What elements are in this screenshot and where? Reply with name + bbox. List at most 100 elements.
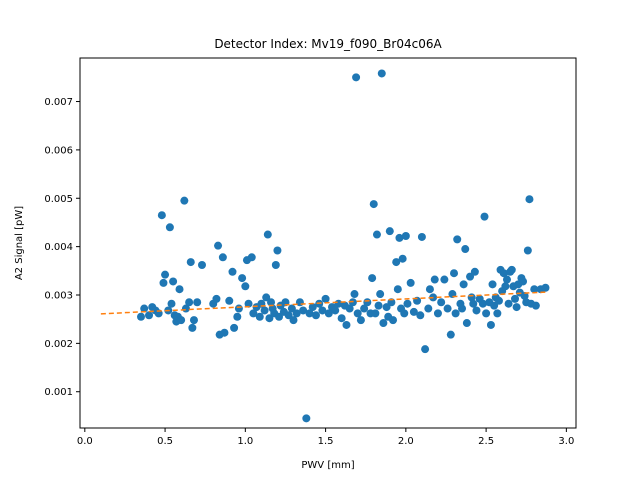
data-point — [175, 285, 184, 294]
data-point — [398, 254, 407, 263]
data-point — [228, 267, 237, 276]
data-point — [193, 298, 202, 307]
data-point — [137, 312, 145, 321]
data-point — [400, 309, 409, 318]
data-point — [244, 299, 253, 308]
data-point — [180, 196, 189, 205]
data-point — [376, 290, 385, 299]
data-point — [177, 316, 186, 325]
data-point — [275, 312, 284, 321]
data-point — [504, 299, 513, 308]
data-point — [356, 316, 365, 325]
data-point — [369, 200, 378, 209]
data-point — [255, 312, 264, 321]
data-point — [230, 323, 239, 332]
data-point — [389, 316, 398, 325]
data-point — [425, 285, 434, 294]
data-point — [342, 320, 351, 329]
data-point — [249, 309, 258, 318]
data-point — [218, 253, 227, 262]
data-point — [406, 278, 415, 287]
x-tick-label: 1.0 — [237, 436, 253, 447]
data-point — [530, 285, 539, 294]
data-point — [437, 298, 446, 307]
data-point — [501, 282, 510, 291]
data-point — [493, 309, 502, 318]
data-point — [462, 319, 471, 328]
x-axis-label: PWV [mm] — [301, 460, 354, 471]
chart-title: Detector Index: Mv19_f090_Br04c06A — [214, 37, 442, 51]
data-point — [409, 307, 418, 316]
data-point — [372, 230, 381, 239]
data-point — [197, 261, 206, 270]
data-point — [385, 227, 394, 236]
data-point — [260, 306, 269, 315]
data-point — [233, 312, 242, 321]
y-tick-label: 0.002 — [44, 339, 73, 350]
data-point — [486, 320, 495, 329]
x-axis: 0.0 0.5 1.0 1.5 2.0 2.5 3.0 — [77, 428, 574, 447]
y-tick-label: 0.004 — [44, 242, 73, 253]
data-point — [494, 296, 503, 305]
data-point — [189, 316, 198, 325]
data-point — [531, 301, 540, 310]
data-point — [480, 212, 489, 221]
data-point — [450, 269, 459, 278]
data-point — [443, 304, 452, 313]
data-point — [241, 282, 250, 291]
data-point — [161, 270, 170, 279]
data-point — [234, 304, 243, 313]
data-point — [446, 330, 455, 339]
data-point — [345, 304, 354, 313]
data-point — [470, 267, 479, 276]
data-point — [331, 306, 340, 315]
data-point — [512, 303, 521, 312]
data-point — [416, 311, 425, 320]
data-point — [377, 69, 386, 78]
data-point — [324, 309, 333, 318]
data-point — [159, 278, 168, 287]
y-tick-label: 0.003 — [44, 290, 73, 301]
y-axis-label: A2 Signal [pW] — [14, 206, 25, 280]
data-point — [458, 304, 467, 313]
data-point — [299, 306, 308, 315]
data-point — [482, 309, 491, 318]
x-tick-label: 2.0 — [398, 436, 414, 447]
data-point — [169, 277, 178, 286]
data-point — [368, 274, 377, 283]
data-point — [499, 269, 508, 278]
data-point — [430, 275, 439, 284]
data-point — [265, 314, 274, 323]
data-point — [459, 280, 468, 289]
data-point — [507, 265, 516, 274]
data-point — [523, 246, 532, 255]
data-point — [520, 291, 529, 300]
data-point — [379, 319, 388, 328]
data-point — [318, 306, 327, 315]
data-point — [478, 299, 487, 308]
data-point — [247, 253, 256, 262]
y-axis: 0.001 0.002 0.003 0.004 0.005 0.006 0.007 — [44, 97, 80, 398]
data-point — [311, 311, 320, 320]
data-point — [186, 258, 195, 267]
data-point — [461, 245, 470, 254]
data-points — [137, 69, 550, 423]
x-tick-label: 3.0 — [558, 436, 574, 447]
fit-line-group — [100, 291, 546, 315]
data-point — [403, 299, 412, 308]
x-tick-label: 0.0 — [77, 436, 93, 447]
data-point — [267, 298, 276, 307]
x-tick-label: 1.5 — [318, 436, 334, 447]
x-tick-label: 2.5 — [478, 436, 494, 447]
data-point — [453, 235, 462, 244]
data-point — [289, 316, 298, 325]
data-point — [273, 246, 282, 255]
data-point — [525, 195, 534, 204]
data-point — [145, 311, 154, 320]
y-tick-label: 0.001 — [44, 387, 73, 398]
data-point — [360, 304, 369, 313]
data-point — [140, 304, 149, 313]
data-point — [262, 293, 271, 302]
